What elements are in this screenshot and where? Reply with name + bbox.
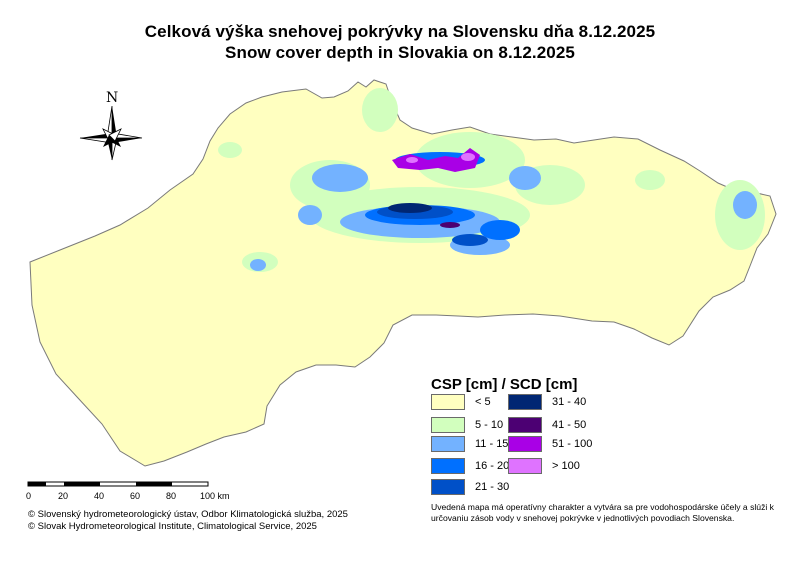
legend-swatch bbox=[431, 479, 465, 495]
legend-label: 5 - 10 bbox=[475, 419, 504, 431]
snow-class-41-50-areas bbox=[440, 222, 460, 228]
slovakia-outline bbox=[29, 79, 777, 467]
legend-swatch bbox=[508, 417, 542, 433]
legend-swatch bbox=[508, 394, 542, 410]
credit-en: © Slovak Hydrometeorological Institute, … bbox=[28, 521, 317, 532]
scale-tick-label: 100 km bbox=[200, 491, 230, 501]
legend-swatch bbox=[508, 436, 542, 452]
legend-swatch bbox=[508, 458, 542, 474]
scale-tick-label: 40 bbox=[94, 491, 105, 501]
snow-class-31-40-areas bbox=[388, 203, 432, 213]
compass-rose-icon bbox=[79, 105, 143, 161]
map-title-en: Snow cover depth in Slovakia on 8.12.202… bbox=[225, 43, 575, 62]
legend-swatch bbox=[431, 394, 465, 410]
legend-title: CSP [cm] / SCD [cm] bbox=[431, 376, 578, 393]
snow-class-over-100-areas bbox=[406, 153, 475, 163]
snow-class-51-100-areas bbox=[392, 148, 480, 172]
legend-label: 21 - 30 bbox=[475, 481, 510, 493]
legend-swatch bbox=[431, 417, 465, 433]
legend-label: 51 - 100 bbox=[552, 438, 593, 450]
scale-bar bbox=[27, 481, 209, 487]
legend-label: 41 - 50 bbox=[552, 419, 587, 431]
legend-swatch bbox=[431, 436, 465, 452]
disclaimer-note: Uvedená mapa má operatívny charakter a v… bbox=[431, 502, 774, 523]
legend-label: 11 - 15 bbox=[475, 438, 509, 450]
north-label: N bbox=[106, 90, 119, 106]
legend-label: > 100 bbox=[552, 460, 580, 472]
map-title-sk: Celková výška snehovej pokrývky na Slove… bbox=[144, 22, 656, 41]
legend-label: 31 - 40 bbox=[552, 396, 587, 408]
scale-tick-label: 0 bbox=[26, 491, 32, 501]
scale-tick-label: 80 bbox=[166, 491, 177, 501]
credit-sk: © Slovenský hydrometeorologický ústav, O… bbox=[28, 509, 348, 520]
legend-label: < 5 bbox=[475, 396, 491, 408]
legend-label: 16 - 20 bbox=[475, 460, 510, 472]
legend-swatch bbox=[431, 458, 465, 474]
scale-tick-label: 20 bbox=[58, 491, 69, 501]
scale-tick-label: 60 bbox=[130, 491, 141, 501]
